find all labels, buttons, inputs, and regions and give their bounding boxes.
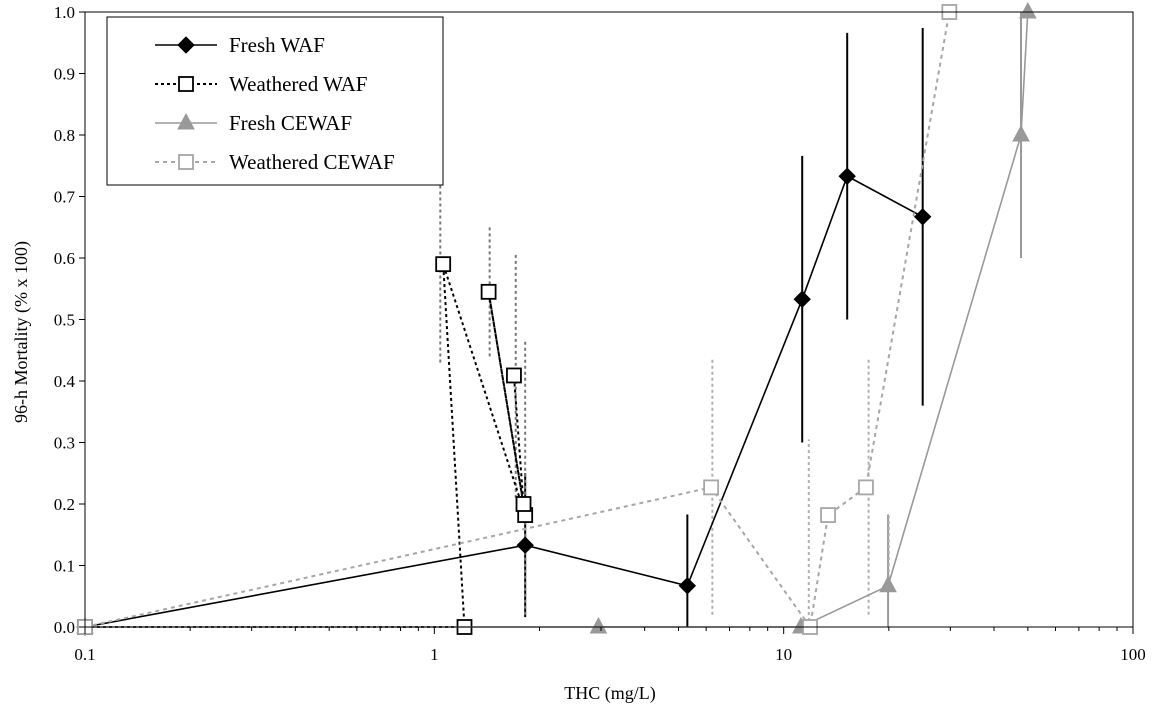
series-line	[84, 175, 924, 628]
data-point	[506, 367, 522, 384]
series-line	[85, 263, 527, 628]
axes: 0.0 0.1 0.2 0.3 0.4 0.5 0.6 0.7 0.8 0.9 1.0 0.1 1 10 1…	[54, 3, 1146, 664]
data-point	[589, 616, 608, 634]
legend-marker	[177, 36, 195, 54]
y-tick-label: 0.8	[54, 126, 75, 145]
data-point	[879, 575, 897, 593]
legend-marker	[178, 76, 194, 92]
data-point	[480, 283, 497, 300]
x-tick-label: 100	[1120, 645, 1146, 664]
legend-label: Fresh WAF	[229, 33, 325, 57]
legend-label: Fresh CEWAF	[229, 111, 352, 135]
y-tick-label: 0.2	[54, 495, 75, 514]
legend-label: Weathered CEWAF	[229, 150, 395, 174]
y-tick-label: 1.0	[54, 3, 75, 22]
data-point	[515, 496, 532, 512]
data-point	[820, 507, 836, 523]
y-tick-label: 0.6	[54, 249, 75, 268]
y-axis-title: 96-h Mortality (% x 100)	[11, 241, 32, 423]
data-point	[838, 167, 856, 185]
legend: Fresh WAF Weathered WAF Fresh CEWAF Weather…	[106, 16, 444, 186]
y-tick-label: 0.1	[54, 557, 75, 576]
x-axis-title: THC (mg/L)	[564, 683, 656, 704]
x-tick-label: 10	[775, 645, 792, 664]
y-tick-label: 0.4	[54, 372, 76, 391]
x-tick-label: 1	[430, 645, 439, 664]
y-tick-label: 0.7	[54, 188, 76, 207]
data-point	[703, 479, 720, 496]
data-point	[516, 536, 534, 554]
data-point	[858, 479, 874, 496]
data-point	[1019, 1, 1037, 19]
data-point	[678, 577, 697, 595]
y-tick-label: 0.3	[54, 434, 75, 453]
legend-label: Weathered WAF	[229, 72, 367, 96]
data-point	[435, 256, 452, 273]
data-point	[1012, 124, 1030, 142]
y-tick-label: 0.0	[54, 618, 75, 637]
y-tick-label: 0.9	[54, 65, 75, 84]
legend-marker	[177, 112, 195, 130]
data-point	[793, 290, 811, 308]
data-point	[913, 208, 932, 226]
y-tick-label: 0.5	[54, 311, 75, 330]
legend-marker	[178, 154, 194, 170]
x-tick-label: 0.1	[74, 645, 95, 664]
